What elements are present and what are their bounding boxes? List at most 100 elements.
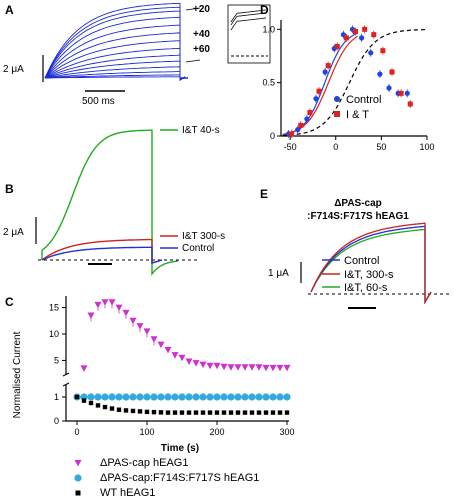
- panel-a-zoom-connector: [185, 7, 201, 11]
- data-point-triangle: [108, 299, 116, 306]
- data-point-square: [158, 410, 164, 415]
- trace: [44, 10, 186, 81]
- data-point-square: [109, 406, 115, 411]
- trace: [44, 74, 186, 81]
- data-point-square: [179, 410, 185, 415]
- data-point-square: [289, 131, 295, 137]
- axis-break: [62, 372, 70, 377]
- data-point-square: [407, 101, 413, 107]
- legend-marker: [334, 96, 340, 102]
- data-point-square: [284, 410, 290, 415]
- panel-d-fit-curves: [282, 29, 427, 136]
- data-point-square: [130, 408, 136, 414]
- y-tick-label: 0: [270, 131, 275, 141]
- data-point-circle: [206, 393, 214, 401]
- data-point-triangle: [136, 323, 144, 330]
- data-point-triangle: [87, 312, 95, 319]
- data-point-square: [74, 394, 80, 400]
- panel-d-legend: Control I & T: [334, 94, 381, 121]
- data-point-square: [249, 410, 255, 415]
- trace: [230, 17, 267, 31]
- data-point-circle: [295, 127, 301, 133]
- data-point-square: [307, 110, 313, 116]
- data-point-square: [88, 400, 94, 406]
- data-point-square: [263, 410, 269, 415]
- legend-label: I & T: [346, 109, 369, 121]
- data-point-circle: [199, 393, 207, 401]
- y-tick-label: 1: [54, 392, 59, 402]
- trace: [44, 32, 186, 81]
- panel-a-y-scale-label: 2 μA: [3, 64, 24, 75]
- data-point-square: [380, 48, 386, 54]
- data-point-triangle: [101, 299, 109, 306]
- data-point-circle: [164, 393, 172, 401]
- data-point-triangle: [199, 361, 207, 369]
- trace: [44, 2, 186, 81]
- panel-d-label: D: [260, 3, 269, 17]
- panel-b-label: B: [5, 182, 14, 196]
- data-point-circle: [157, 393, 165, 401]
- panel-e-traces: Control I&T, 300-sI&T, 60-s: [308, 222, 452, 305]
- data-point-circle: [377, 71, 383, 77]
- panel-e-title-line-1: ΔPAS-cap: [334, 198, 382, 209]
- trace: [44, 66, 186, 81]
- panel-c-legend: ΔPAS-cap hEAG1 ΔPAS-cap:F714S:F717S hEAG1…: [74, 457, 259, 499]
- x-tick-label: 200: [209, 427, 224, 437]
- y-tick-label: 0.5: [262, 78, 275, 88]
- panel-c-x-axis-title: Time (s): [161, 443, 199, 454]
- panel-d: D -50 0 50 100 0 0.5 1.0 Control I & T: [260, 3, 435, 152]
- data-point-square: [95, 403, 101, 408]
- x-tick-label: 100: [139, 427, 154, 437]
- panel-e-title-line-2: :F714S:F717S hEAG1: [307, 211, 409, 222]
- data-point-triangle: [206, 362, 214, 370]
- data-point-triangle: [283, 364, 291, 372]
- data-point-triangle: [213, 362, 221, 370]
- data-point-circle: [129, 393, 137, 401]
- data-point-circle: [87, 393, 95, 401]
- panel-a-x-scale-label: 500 ms: [82, 96, 115, 107]
- data-point-square: [256, 410, 262, 415]
- data-point-circle: [276, 393, 284, 401]
- panel-e-y-scale-label: 1 μA: [268, 268, 289, 279]
- trace: [41, 129, 179, 276]
- data-point-triangle: [143, 328, 151, 335]
- data-point-square: [389, 69, 395, 75]
- data-point-circle: [404, 90, 410, 96]
- trace: [44, 71, 186, 81]
- data-point-triangle: [241, 364, 249, 371]
- data-point-circle: [227, 393, 235, 401]
- data-point-circle: [386, 85, 392, 91]
- panel-c-y-axis-title: Normalised Current: [12, 331, 23, 418]
- panel-a-label: A: [5, 3, 14, 17]
- data-point-triangle: [269, 364, 277, 372]
- panel-a-inset-label: +60: [193, 44, 210, 55]
- data-point-circle: [108, 393, 116, 401]
- data-point-square: [116, 407, 122, 412]
- panel-a-traces: [44, 2, 188, 81]
- data-point-circle: [269, 393, 277, 401]
- data-point-circle: [248, 393, 256, 401]
- data-point-triangle: [262, 364, 270, 372]
- panel-a-zoom-connector: [185, 59, 201, 63]
- legend-label: Control: [346, 94, 381, 106]
- panel-c-points: [73, 299, 291, 415]
- trace-label: I&T 40-s: [182, 125, 220, 136]
- data-point-triangle: [185, 358, 193, 365]
- data-point-circle: [122, 393, 130, 401]
- fit-curve: [282, 35, 358, 135]
- x-tick-label: 0: [333, 142, 338, 152]
- data-point-square: [144, 409, 150, 415]
- data-point-triangle: [80, 365, 88, 372]
- data-point-triangle: [164, 346, 172, 354]
- trace: [310, 228, 432, 305]
- legend-label: ΔPAS-cap hEAG1: [100, 457, 188, 469]
- data-point-square: [186, 410, 192, 415]
- data-point-circle: [304, 116, 310, 122]
- trace: [310, 222, 432, 305]
- data-point-circle: [241, 393, 249, 401]
- data-point-square: [353, 28, 358, 34]
- data-point-circle: [368, 50, 374, 56]
